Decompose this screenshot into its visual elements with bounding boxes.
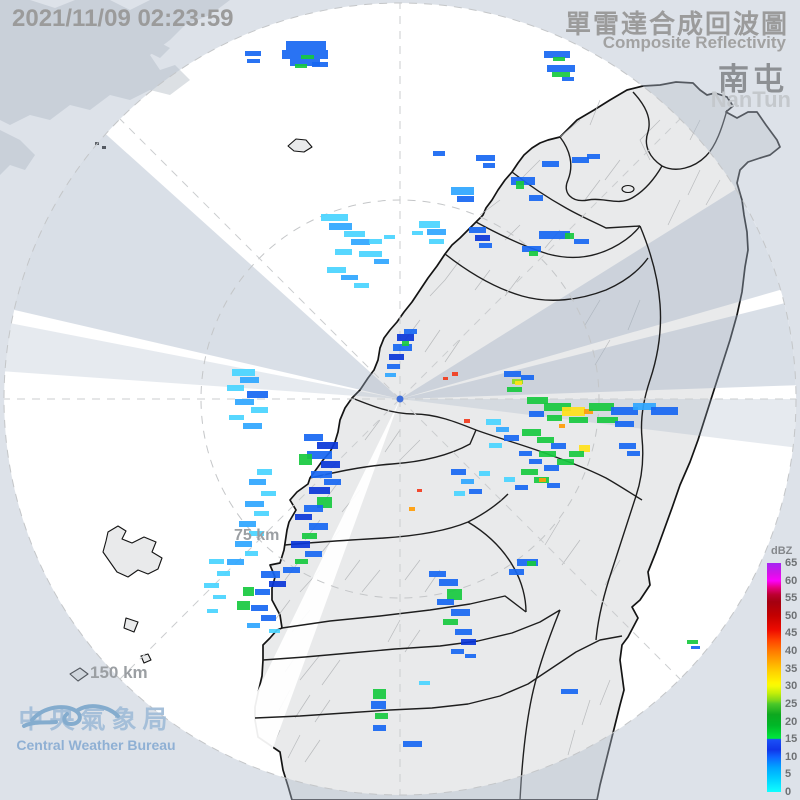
timestamp: 2021/11/09 02:23:59: [12, 5, 234, 32]
legend-tick: 10: [785, 750, 798, 763]
legend-tick: 50: [785, 609, 798, 622]
legend-tick: 20: [785, 715, 798, 728]
legend-tick: 60: [785, 574, 798, 587]
offshore-islands: [69, 138, 635, 682]
beam-blockage-wedges: [5, 134, 796, 772]
legend-color-bar: [767, 563, 781, 792]
range-ring-label-150km: 150 km: [90, 663, 148, 682]
guishan-island: [621, 184, 635, 194]
penghu-islands: [102, 525, 163, 578]
azimuth-lines: [4, 3, 796, 795]
legend-tick-labels: 65 60 55 50 45 40 35 30 25 20 15 10 5 0: [785, 557, 800, 798]
legend-unit-label: dBZ: [771, 545, 793, 557]
echo-layer: [204, 41, 700, 747]
legend-tick: 65: [785, 557, 798, 569]
page-subtitle: Composite Reflectivity: [602, 33, 786, 52]
page-title: 單雷達合成回波圖: [564, 9, 789, 39]
cwb-logo: 中央氣象局 Central Weather Bureau: [16, 698, 176, 753]
cwb-wave-icon: [22, 704, 120, 728]
legend-tick: 25: [785, 697, 798, 710]
legend-tick: 15: [785, 733, 798, 746]
cwb-name-en: Central Weather Bureau: [16, 737, 176, 753]
radar-site-marker: [396, 395, 404, 403]
legend-tick: 0: [785, 786, 792, 798]
county-borders: [254, 91, 728, 800]
china-coast: [0, 0, 230, 175]
legend-tick: 35: [785, 662, 798, 675]
station-name-en: NanTun: [710, 87, 791, 112]
legend-tick: 55: [785, 592, 798, 605]
range-ring-label-75km: 75 km: [234, 527, 280, 544]
legend-tick: 5: [785, 768, 792, 781]
kinmen-island: [287, 138, 313, 153]
legend-tick: 30: [785, 680, 798, 693]
legend-tick: 40: [785, 645, 798, 658]
legend-tick: 45: [785, 627, 798, 640]
station-name: 南屯: [718, 62, 788, 97]
